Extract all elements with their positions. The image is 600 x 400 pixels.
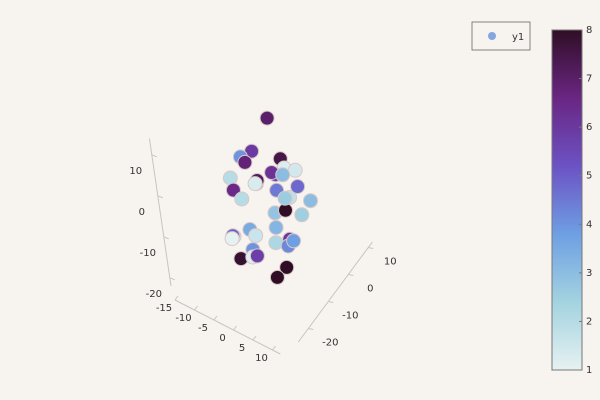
x-tick-label: 0 xyxy=(219,333,225,344)
point xyxy=(303,193,318,209)
point xyxy=(279,259,295,275)
x-tick-label: -10 xyxy=(175,313,191,324)
y-tick-label: -20 xyxy=(322,338,338,349)
point xyxy=(259,110,275,126)
y-tick-label: 10 xyxy=(384,257,397,268)
z-tick-label: -10 xyxy=(140,248,156,259)
colorbar xyxy=(551,29,583,371)
colorbar-tick-label: 7 xyxy=(586,74,592,85)
point xyxy=(234,191,250,207)
point xyxy=(286,233,302,249)
z-tick-label: -20 xyxy=(146,289,162,300)
z-tick xyxy=(157,195,163,199)
point xyxy=(237,154,253,170)
z-tick xyxy=(169,277,175,281)
point xyxy=(249,248,265,264)
legend-box xyxy=(471,21,531,51)
y-tick xyxy=(348,274,354,276)
legend-marker xyxy=(488,32,496,40)
y-axis xyxy=(297,241,373,343)
x-tick xyxy=(252,335,257,341)
colorbar-tick-label: 3 xyxy=(586,268,592,279)
point xyxy=(268,235,284,251)
x-tick xyxy=(174,295,179,301)
y-tick xyxy=(368,247,374,249)
x-tick xyxy=(194,305,198,311)
point xyxy=(294,207,310,223)
z-tick xyxy=(151,154,157,158)
y-tick xyxy=(328,301,334,303)
point xyxy=(247,176,263,192)
y-tick-label: 0 xyxy=(367,284,373,295)
x-tick xyxy=(233,325,237,331)
x-axis xyxy=(174,299,281,355)
colorbar-tick-label: 2 xyxy=(586,316,592,327)
colorbar-tick-label: 8 xyxy=(586,25,592,36)
legend-label: y1 xyxy=(512,32,524,43)
x-tick-label: -15 xyxy=(156,303,172,314)
x-tick xyxy=(272,345,276,351)
colorbar-tick-label: 5 xyxy=(586,171,592,182)
point xyxy=(287,162,303,178)
y-tick xyxy=(308,328,314,330)
x-tick xyxy=(213,315,218,321)
colorbar-tick-label: 1 xyxy=(586,365,592,376)
x-tick-label: 10 xyxy=(255,353,268,364)
z-tick-label: 0 xyxy=(139,207,145,218)
x-tick-label: -5 xyxy=(198,323,208,334)
colorbar-tick-label: 4 xyxy=(586,219,592,230)
z-tick xyxy=(163,236,169,240)
x-tick-label: 5 xyxy=(239,343,245,354)
z-tick-label: 10 xyxy=(129,166,142,177)
point xyxy=(290,179,306,194)
y-tick-label: -10 xyxy=(342,311,358,322)
point xyxy=(275,167,291,183)
colorbar-tick-label: 6 xyxy=(586,122,592,133)
point xyxy=(268,220,284,235)
point xyxy=(224,231,240,247)
z-axis xyxy=(148,138,172,287)
point xyxy=(269,269,285,285)
point xyxy=(277,190,293,206)
point xyxy=(248,228,264,244)
